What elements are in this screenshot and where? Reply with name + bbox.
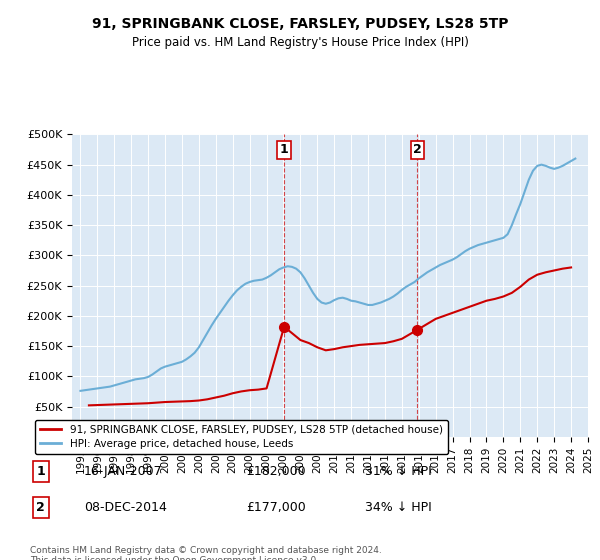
Text: 1: 1	[37, 465, 45, 478]
Text: 2: 2	[413, 143, 422, 156]
Text: 31% ↓ HPI: 31% ↓ HPI	[365, 465, 431, 478]
Text: Price paid vs. HM Land Registry's House Price Index (HPI): Price paid vs. HM Land Registry's House …	[131, 36, 469, 49]
Text: 1: 1	[280, 143, 289, 156]
Legend: 91, SPRINGBANK CLOSE, FARSLEY, PUDSEY, LS28 5TP (detached house), HPI: Average p: 91, SPRINGBANK CLOSE, FARSLEY, PUDSEY, L…	[35, 419, 448, 454]
Text: £182,000: £182,000	[246, 465, 305, 478]
Text: 2: 2	[37, 501, 45, 514]
Text: 08-DEC-2014: 08-DEC-2014	[84, 501, 167, 514]
Text: £177,000: £177,000	[246, 501, 306, 514]
Text: 34% ↓ HPI: 34% ↓ HPI	[365, 501, 431, 514]
Text: 16-JAN-2007: 16-JAN-2007	[84, 465, 163, 478]
Text: Contains HM Land Registry data © Crown copyright and database right 2024.
This d: Contains HM Land Registry data © Crown c…	[30, 546, 382, 560]
Text: 91, SPRINGBANK CLOSE, FARSLEY, PUDSEY, LS28 5TP: 91, SPRINGBANK CLOSE, FARSLEY, PUDSEY, L…	[92, 17, 508, 31]
